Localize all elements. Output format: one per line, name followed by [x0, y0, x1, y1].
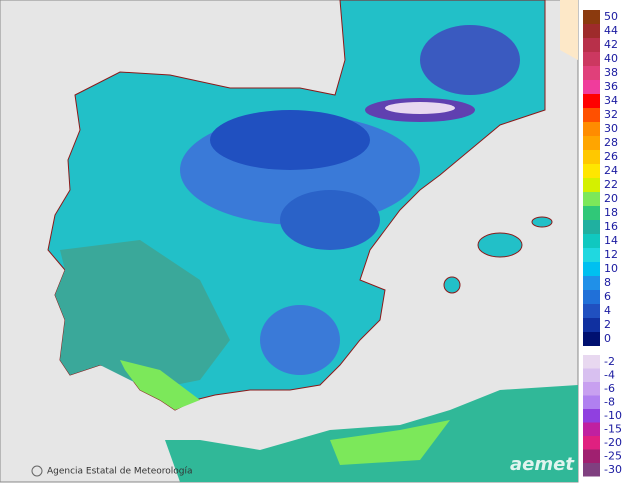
legend-label: 2	[604, 318, 611, 331]
france-east	[560, 0, 578, 60]
legend-label: -30	[604, 463, 622, 476]
legend-swatch	[583, 436, 600, 450]
legend-swatch	[583, 409, 600, 423]
legend-swatch	[583, 395, 600, 409]
legend-swatch	[583, 10, 600, 24]
legend-swatch	[583, 178, 600, 192]
legend-label: 18	[604, 206, 618, 219]
legend-label: 50	[604, 10, 618, 23]
legend-label: -15	[604, 422, 622, 435]
south-coast-warm	[120, 360, 200, 410]
legend-label: 22	[604, 178, 618, 191]
legend-swatch	[583, 52, 600, 66]
legend-label: -10	[604, 409, 622, 422]
legend-label: 34	[604, 94, 618, 107]
legend-swatch	[583, 234, 600, 248]
legend-swatch	[583, 318, 600, 332]
iberian-range	[280, 190, 380, 250]
legend-swatch	[583, 192, 600, 206]
legend-swatch	[583, 220, 600, 234]
legend-swatch	[583, 108, 600, 122]
legend-swatch	[583, 290, 600, 304]
legend: 5044424038363432302826242220181614121086…	[583, 10, 622, 477]
legend-swatch	[583, 24, 600, 38]
legend-swatch	[583, 80, 600, 94]
legend-label: 40	[604, 52, 618, 65]
legend-swatch	[583, 164, 600, 178]
southwest-zone	[55, 240, 230, 390]
legend-label: 10	[604, 262, 618, 275]
legend-label: 6	[604, 290, 611, 303]
legend-swatch	[583, 368, 600, 382]
legend-label: 30	[604, 122, 618, 135]
copyright-icon	[31, 465, 43, 477]
legend-swatch	[583, 122, 600, 136]
ibiza	[443, 276, 461, 294]
legend-label: 36	[604, 80, 618, 93]
legend-label: 28	[604, 136, 618, 149]
menorca	[531, 216, 553, 228]
legend-swatch	[583, 206, 600, 220]
legend-label: 42	[604, 38, 618, 51]
legend-label: 12	[604, 248, 618, 261]
legend-swatch	[583, 38, 600, 52]
legend-label: -6	[604, 382, 615, 395]
legend-label: 26	[604, 150, 618, 163]
logo: aemet	[510, 454, 575, 475]
legend-label: -20	[604, 436, 622, 449]
legend-swatch	[583, 150, 600, 164]
legend-label: 32	[604, 108, 618, 121]
legend-swatch	[583, 66, 600, 80]
legend-swatch	[583, 355, 600, 369]
north-plateau	[210, 110, 370, 170]
legend-swatch	[583, 276, 600, 290]
legend-label: 0	[604, 332, 611, 345]
legend-label: 16	[604, 220, 618, 233]
legend-swatch	[583, 449, 600, 463]
legend-swatch	[583, 304, 600, 318]
legend-label: 44	[604, 24, 618, 37]
legend-label: 4	[604, 304, 611, 317]
legend-label: 24	[604, 164, 618, 177]
legend-label: -4	[604, 368, 615, 381]
north-africa	[165, 385, 578, 482]
legend-swatch	[583, 422, 600, 436]
betic-range	[260, 305, 340, 375]
legend-swatch	[583, 262, 600, 276]
footer-text: Agencia Estatal de Meteorología	[47, 467, 193, 477]
mallorca	[477, 232, 523, 258]
legend-label: -25	[604, 449, 622, 462]
legend-swatch	[583, 332, 600, 346]
legend-label: 8	[604, 276, 611, 289]
legend-label: 14	[604, 234, 618, 247]
massif-central	[420, 25, 520, 95]
legend-label: -8	[604, 395, 615, 408]
legend-swatch	[583, 382, 600, 396]
legend-label: 38	[604, 66, 618, 79]
legend-swatch	[583, 94, 600, 108]
legend-swatch	[583, 136, 600, 150]
legend-swatch	[583, 248, 600, 262]
legend-swatch	[583, 463, 600, 477]
africa-warm	[330, 420, 450, 465]
pyrenees-peaks	[385, 102, 455, 114]
legend-label: -2	[604, 355, 615, 368]
legend-label: 20	[604, 192, 618, 205]
